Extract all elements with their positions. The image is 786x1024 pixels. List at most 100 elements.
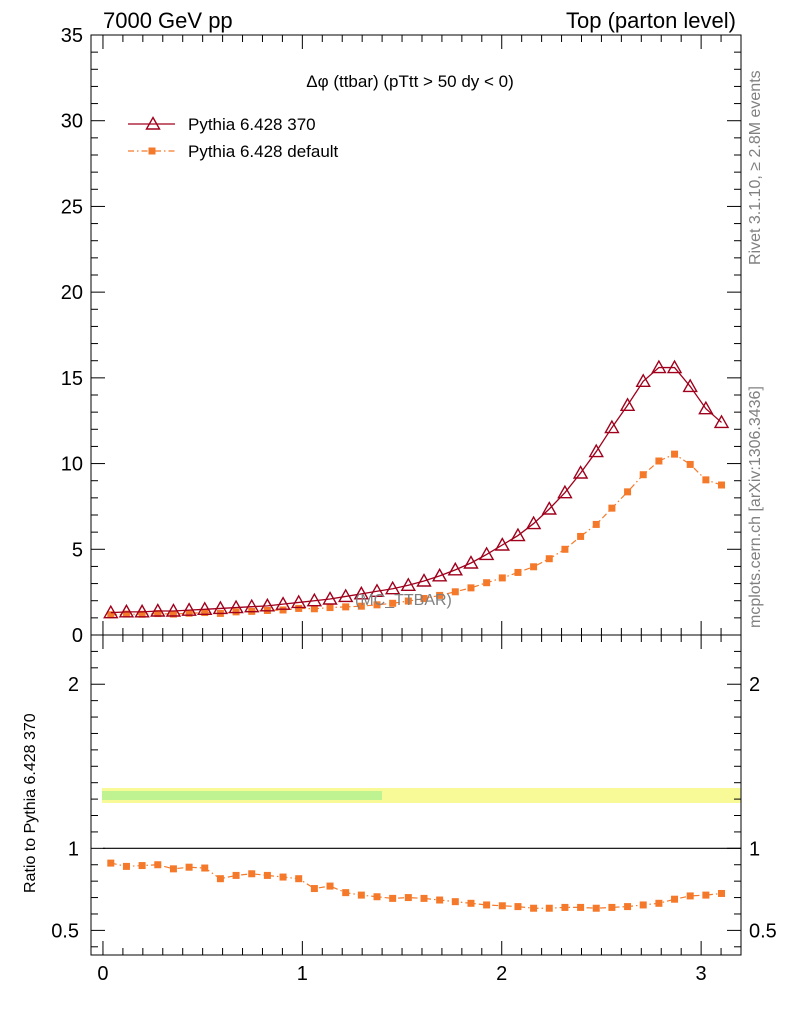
ratio-point-pythia-default — [577, 903, 585, 911]
data-point-pythia-370 — [431, 567, 448, 582]
legend-label-pythia-default: Pythia 6.428 default — [188, 142, 339, 161]
ratio-point-pythia-default — [248, 870, 256, 878]
legend-marker-pythia-370 — [145, 116, 161, 130]
data-point-pythia-default — [655, 457, 663, 465]
data-point-pythia-370 — [275, 596, 291, 610]
main-y-tick-label: 30 — [61, 111, 83, 133]
main-y-tick-label: 15 — [61, 368, 83, 390]
ratio-point-pythia-default — [671, 895, 679, 903]
data-point-pythia-default — [686, 460, 694, 468]
ratio-point-pythia-default — [718, 889, 726, 897]
data-point-pythia-370 — [666, 359, 683, 374]
data-point-pythia-370 — [541, 501, 557, 515]
data-point-pythia-370 — [244, 598, 260, 613]
ratio-point-pythia-default — [483, 901, 491, 909]
data-point-pythia-default — [342, 603, 350, 611]
ratio-point-pythia-default — [467, 899, 475, 907]
ratio-point-pythia-default — [138, 862, 146, 870]
data-point-pythia-default — [436, 591, 444, 599]
data-point-pythia-370 — [400, 577, 417, 591]
data-point-pythia-370 — [651, 359, 667, 374]
main-y-tick-label: 0 — [72, 625, 83, 647]
ratio-point-pythia-default — [702, 891, 710, 899]
data-point-pythia-default — [138, 610, 146, 618]
data-point-pythia-default — [718, 481, 726, 489]
ratio-point-pythia-default — [122, 862, 130, 870]
data-point-pythia-default — [201, 609, 209, 617]
ratio-point-pythia-default — [530, 904, 538, 912]
data-point-pythia-370 — [604, 419, 620, 434]
ratio-point-pythia-default — [436, 896, 444, 904]
ratio-x-tick-label: 0 — [97, 963, 108, 985]
ratio-line-pythia-default — [110, 862, 722, 909]
header-right: Top (parton level) — [566, 8, 736, 33]
ratio-point-pythia-default — [498, 902, 506, 910]
ratio-point-pythia-default — [686, 892, 694, 900]
ratio-point-pythia-default — [357, 891, 365, 899]
data-point-pythia-default — [154, 610, 162, 618]
data-point-pythia-default — [420, 594, 428, 602]
ratio-point-pythia-default — [185, 863, 193, 871]
data-point-pythia-370 — [353, 585, 370, 600]
data-point-pythia-default — [592, 520, 600, 528]
analysis-watermark: (MC_TTBAR) — [355, 592, 452, 609]
data-point-pythia-370 — [619, 397, 636, 411]
data-point-pythia-default — [310, 605, 318, 613]
ratio-point-pythia-default — [263, 871, 271, 879]
ratio-point-pythia-default — [420, 894, 428, 902]
ratio-point-pythia-default — [639, 901, 647, 909]
ratio-y-tick-label: 1 — [68, 838, 79, 860]
data-point-pythia-370 — [557, 484, 573, 499]
ratio-y-tick-label: 2 — [68, 674, 79, 696]
chart-title: Δφ (ttbar) (pTtt > 50 dy < 0) — [306, 72, 514, 91]
data-point-pythia-370 — [369, 583, 385, 597]
data-point-pythia-370 — [212, 600, 229, 615]
ratio-point-pythia-default — [279, 873, 287, 881]
ratio-point-pythia-default — [592, 904, 600, 912]
main-y-tick-label: 5 — [72, 539, 83, 561]
data-point-pythia-370 — [118, 603, 135, 618]
data-point-pythia-default — [295, 604, 303, 612]
data-point-pythia-370 — [525, 515, 542, 530]
data-point-pythia-370 — [384, 580, 401, 595]
ratio-x-tick-label: 3 — [696, 963, 707, 985]
ratio-y-tick-label: 0.5 — [749, 920, 777, 942]
data-point-pythia-default — [279, 606, 287, 614]
data-point-pythia-default — [624, 488, 632, 496]
data-point-pythia-370 — [635, 373, 651, 387]
data-point-pythia-370 — [306, 592, 323, 607]
data-point-pythia-370 — [181, 602, 197, 616]
series-line-pythia-370 — [110, 366, 722, 614]
data-point-pythia-370 — [494, 537, 510, 551]
data-point-pythia-default — [122, 610, 130, 618]
data-point-pythia-default — [451, 588, 459, 596]
ratio-point-pythia-default — [169, 865, 177, 873]
ratio-point-pythia-default — [107, 859, 115, 867]
data-point-pythia-370 — [337, 588, 354, 603]
data-point-pythia-370 — [291, 594, 307, 609]
ratio-x-tick-label: 2 — [496, 963, 507, 985]
header-left: 7000 GeV pp — [103, 8, 233, 33]
data-point-pythia-default — [467, 584, 475, 592]
ratio-point-pythia-default — [326, 882, 334, 890]
ratio-point-pythia-default — [342, 889, 350, 897]
ratio-point-pythia-default — [295, 875, 303, 883]
data-point-pythia-370 — [447, 561, 463, 576]
main-plot-area: 0 5 10 15 20 25 30 35 — [61, 25, 742, 647]
ratio-point-pythia-default — [389, 894, 397, 902]
data-point-pythia-default — [702, 476, 710, 484]
data-point-pythia-default — [530, 563, 538, 571]
ratio-point-pythia-default — [624, 903, 632, 911]
ratio-point-pythia-default — [514, 903, 522, 911]
data-point-pythia-default — [577, 532, 585, 540]
ratio-panel: 0 1 2 3 0.5 0.5 1 1 2 2 — [51, 634, 777, 985]
ratio-point-pythia-default — [608, 903, 616, 911]
data-point-pythia-default — [232, 608, 240, 616]
ratio-uncertainty-band-inner — [102, 791, 382, 800]
data-point-pythia-370 — [510, 527, 526, 542]
data-point-pythia-370 — [228, 599, 244, 614]
data-point-pythia-370 — [713, 414, 730, 429]
data-point-pythia-370 — [572, 465, 589, 479]
data-point-pythia-default — [608, 504, 616, 512]
ratio-point-pythia-default — [373, 893, 381, 901]
